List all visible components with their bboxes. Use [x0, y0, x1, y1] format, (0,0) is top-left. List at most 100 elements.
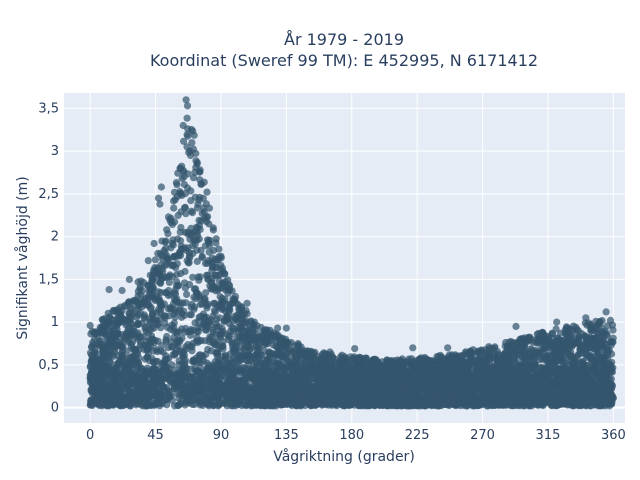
- data-point: [151, 256, 159, 264]
- data-point: [237, 334, 245, 342]
- data-points: [86, 96, 617, 410]
- data-point: [117, 342, 125, 351]
- data-point: [193, 257, 201, 265]
- data-point: [197, 180, 205, 188]
- data-point: [603, 332, 611, 340]
- data-point: [183, 130, 191, 139]
- data-point: [234, 318, 242, 326]
- data-point: [157, 305, 165, 314]
- data-point: [217, 327, 225, 336]
- data-point: [99, 347, 107, 355]
- data-point: [137, 339, 145, 347]
- data-point: [229, 348, 238, 356]
- data-point: [539, 353, 547, 361]
- data-point: [170, 188, 179, 196]
- data-point: [202, 350, 210, 358]
- data-point: [234, 352, 242, 360]
- data-point: [522, 357, 530, 365]
- data-point: [178, 174, 186, 183]
- data-point: [187, 325, 195, 334]
- data-point: [203, 359, 211, 367]
- data-point: [205, 248, 213, 256]
- data-point: [567, 354, 576, 362]
- data-point: [162, 244, 170, 252]
- data-point: [108, 351, 116, 359]
- data-point: [510, 355, 518, 363]
- data-point: [187, 151, 195, 160]
- data-point: [574, 351, 582, 359]
- data-point: [213, 353, 221, 361]
- data-point: [193, 223, 201, 231]
- data-point: [196, 273, 204, 281]
- data-point: [174, 211, 182, 220]
- data-point: [573, 337, 581, 345]
- data-point: [98, 316, 106, 324]
- data-point: [174, 342, 182, 350]
- data-point: [162, 336, 170, 344]
- data-point: [587, 334, 595, 342]
- data-point: [176, 237, 185, 245]
- data-point: [230, 339, 238, 347]
- data-point: [216, 314, 224, 322]
- data-point: [188, 209, 197, 217]
- data-point: [187, 197, 195, 205]
- data-point: [178, 313, 186, 321]
- data-point: [102, 354, 111, 362]
- data-point: [171, 196, 179, 204]
- data-point: [148, 275, 156, 284]
- data-point: [555, 336, 563, 344]
- data-point: [180, 307, 188, 315]
- data-point: [146, 318, 154, 326]
- data-point: [490, 351, 498, 359]
- data-point: [160, 312, 168, 320]
- data-point: [114, 319, 123, 327]
- data-point: [170, 310, 178, 318]
- data-point: [184, 184, 192, 192]
- data-point: [209, 328, 217, 336]
- data-point: [228, 323, 236, 331]
- data-point: [181, 189, 190, 198]
- data-point: [598, 317, 606, 325]
- data-point: [215, 245, 223, 253]
- data-point: [521, 351, 529, 360]
- data-point: [258, 352, 266, 360]
- data-point: [195, 216, 203, 224]
- data-point: [128, 304, 136, 312]
- data-point: [182, 210, 190, 218]
- data-point: [170, 204, 178, 212]
- data-point: [203, 188, 211, 196]
- data-point: [338, 356, 346, 364]
- data-point: [154, 288, 163, 296]
- data-point: [165, 278, 173, 286]
- data-point: [579, 340, 587, 348]
- data-point: [175, 252, 183, 260]
- data-point: [194, 338, 202, 347]
- data-point: [148, 332, 156, 340]
- data-point: [212, 264, 220, 272]
- data-point: [168, 239, 176, 247]
- data-point: [129, 345, 137, 353]
- data-point: [197, 312, 205, 320]
- data-point: [493, 356, 501, 364]
- data-point: [148, 310, 156, 319]
- data-point: [183, 290, 191, 298]
- data-point: [188, 357, 197, 366]
- data-point: [219, 342, 227, 350]
- data-point: [544, 358, 552, 366]
- data-point: [163, 226, 171, 234]
- data-point: [183, 114, 191, 122]
- data-point: [195, 196, 203, 204]
- data-point: [157, 324, 165, 332]
- data-point: [582, 346, 591, 354]
- data-point: [103, 320, 112, 328]
- data-point: [211, 308, 219, 316]
- data-point: [275, 344, 283, 352]
- data-point: [181, 228, 189, 237]
- data-point: [264, 332, 272, 340]
- data-point: [187, 224, 195, 232]
- data-point: [446, 356, 454, 364]
- data-point: [189, 273, 197, 281]
- data-point: [529, 336, 537, 344]
